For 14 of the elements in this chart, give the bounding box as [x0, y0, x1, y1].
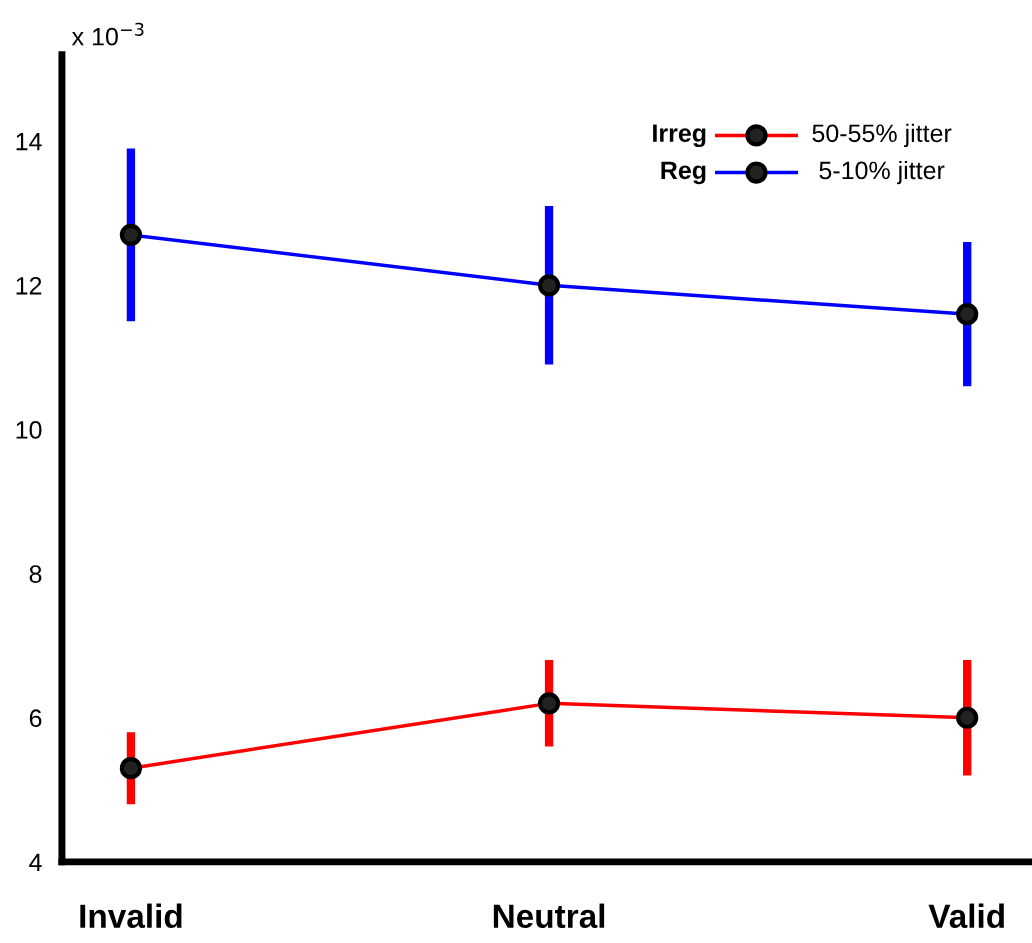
y-tick-label: 10: [16, 421, 42, 439]
y-tick-label: 8: [29, 565, 42, 583]
y-tick-label: 4: [29, 853, 42, 871]
x-tick-label: Invalid: [80, 903, 182, 929]
annotation: 50-55% jitter: [812, 123, 952, 148]
y-tick-label: 14: [16, 133, 42, 151]
y-tick-label: 6: [29, 709, 42, 728]
x-tick-label: Neutral: [493, 903, 605, 929]
x-tick-label: Valid: [928, 903, 1004, 929]
legend-label: Irreg: [653, 124, 706, 148]
y-tick-label: 12: [16, 276, 42, 295]
legend-label: Reg: [661, 161, 706, 185]
annotation: 5-10% jitter: [819, 160, 945, 185]
y-axis-title: x 10$^{−3}$: [71, 22, 144, 46]
